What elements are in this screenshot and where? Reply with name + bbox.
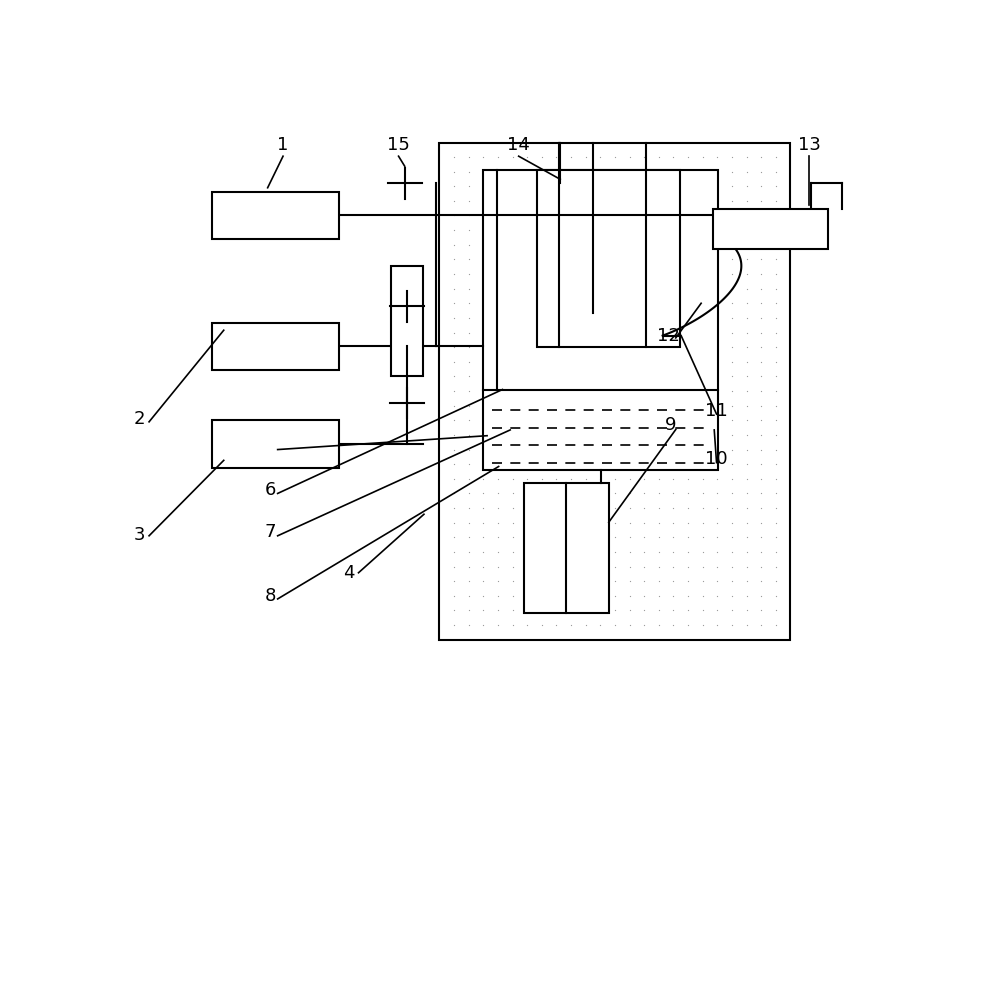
Bar xyxy=(212,420,339,468)
Text: 6: 6 xyxy=(264,481,276,499)
Text: 2: 2 xyxy=(133,410,145,428)
Text: 11: 11 xyxy=(705,402,728,420)
Text: 14: 14 xyxy=(507,136,530,154)
Text: 15: 15 xyxy=(387,136,410,154)
Bar xyxy=(439,143,790,640)
Bar xyxy=(212,323,339,370)
Bar xyxy=(212,192,339,239)
Bar xyxy=(483,170,718,470)
Text: 1: 1 xyxy=(277,136,289,154)
Text: 5: 5 xyxy=(264,437,276,455)
Text: 12: 12 xyxy=(657,327,679,345)
Bar xyxy=(391,266,423,376)
Text: 10: 10 xyxy=(705,450,728,468)
Bar xyxy=(537,170,680,347)
Bar xyxy=(713,209,828,249)
Bar xyxy=(524,483,609,613)
Text: 8: 8 xyxy=(264,587,276,605)
Text: 9: 9 xyxy=(665,416,676,434)
Text: 4: 4 xyxy=(344,564,355,582)
Text: 3: 3 xyxy=(133,526,145,544)
Text: 13: 13 xyxy=(798,136,820,154)
Text: 7: 7 xyxy=(264,523,276,541)
